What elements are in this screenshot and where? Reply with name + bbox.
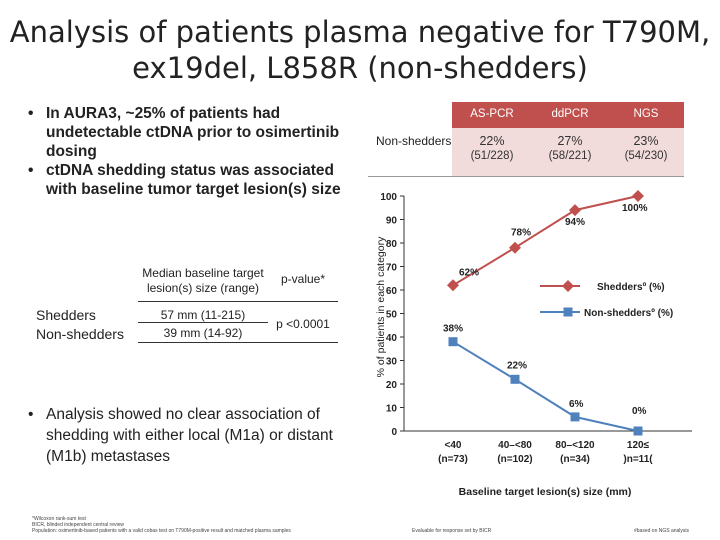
y-tick-label: 30	[386, 357, 398, 368]
non-shedders-point	[633, 426, 643, 436]
series-line-shedders	[452, 195, 639, 287]
y-tick-label: 80	[386, 239, 398, 250]
p-value-header: p-value*	[280, 272, 326, 286]
series-line-non-shedders	[452, 340, 639, 432]
y-tick-label: 10	[386, 404, 398, 415]
x-tick-label: 120≤	[627, 440, 650, 451]
assay-ngs-frac: (54/230)	[624, 150, 668, 162]
assay-row-label-cell: Non-shedders	[368, 128, 452, 176]
y-tick-label: 60	[386, 286, 398, 297]
y-tick-label: 40	[386, 333, 398, 344]
footnote-center: Evaluable for response set by BICR	[412, 528, 492, 534]
y-tick-label: 70	[386, 263, 398, 274]
bullet-aura3: In AURA3, ~25% of patients had undetecta…	[28, 104, 358, 161]
legend-label: Non-sheddersº (%)	[584, 308, 673, 319]
non-shedders-point	[570, 412, 580, 422]
non-shedders-size: 39 mm (14-92)	[163, 326, 243, 340]
data-label: 6%	[569, 399, 584, 410]
x-axis-label: Baseline target lesion(s) size (mm)	[459, 486, 632, 498]
non-shedders-point	[510, 374, 520, 384]
row-label-shedders: Shedders	[36, 307, 96, 323]
data-label: 78%	[511, 228, 531, 239]
footnote-1: *Wilcoxon rank-sum test	[32, 516, 86, 522]
non-shedders-point	[448, 337, 458, 347]
slide-title: Analysis of patients plasma negative for…	[0, 14, 720, 86]
title-line-1: Analysis of patients plasma negative for…	[9, 15, 711, 49]
y-tick-label: 50	[386, 310, 398, 321]
shedders-point	[569, 204, 581, 217]
x-tick-label: <40	[445, 440, 462, 451]
assay-ddpcr-pct: 27%	[557, 134, 583, 148]
shedders-point	[632, 190, 644, 202]
y-tick-label: 90	[386, 216, 398, 227]
assay-table-rule	[368, 176, 684, 177]
assay-as-pcr-frac: (51/228)	[470, 150, 514, 162]
chart-axes: 0 10 20 30 40 50 60 70 80 90 100 <40 (n=73) 40–<80 (n=…	[380, 192, 692, 465]
median-size-header: Median baseline target lesion(s) size (r…	[142, 266, 264, 295]
x-tick-label: )n=11(	[623, 454, 653, 465]
table-rule-mid	[138, 322, 268, 323]
chart-marks: 62% 78% 94% 100% 38% 22% 6% 0% Sheddersº (%) Non-…	[443, 190, 673, 436]
assay-col-ddpcr: ddPCR	[551, 108, 589, 120]
x-tick-label: (n=73)	[438, 454, 468, 465]
footnote-3: Population: osimertinib-based patients w…	[32, 528, 291, 534]
data-label: 0%	[632, 406, 647, 417]
assay-header-bar	[452, 102, 684, 128]
assay-col-as-pcr: AS-PCR	[470, 108, 514, 120]
data-label: 94%	[565, 217, 585, 228]
data-label: 100%	[622, 203, 648, 214]
shedders-point	[509, 241, 521, 254]
assay-value-bar	[452, 128, 684, 176]
p-value: p <0.0001	[276, 317, 330, 331]
x-tick-label: (n=34)	[560, 454, 590, 465]
assay-row-label: Non-shedders	[376, 134, 452, 148]
x-tick-label: 80–<120	[555, 440, 595, 451]
legend-label: Sheddersº (%)	[597, 282, 665, 293]
assay-ddpcr-frac: (58/221)	[548, 150, 592, 162]
data-label: 22%	[507, 360, 527, 371]
bottom-bullets: Analysis showed no clear association of …	[28, 404, 358, 467]
y-tick-label: 100	[380, 192, 397, 203]
y-tick-label: 0	[391, 427, 397, 438]
bullet-metastases: Analysis showed no clear association of …	[28, 404, 358, 467]
legend-marker-non-shedders	[563, 307, 573, 317]
y-axis-label: % of patients in each category	[375, 236, 387, 377]
x-tick-label: 40–<80	[498, 440, 532, 451]
top-bullets: In AURA3, ~25% of patients had undetecta…	[28, 104, 358, 199]
table-rule-top	[138, 301, 338, 302]
assay-as-pcr-pct: 22%	[479, 134, 505, 148]
bullet-shedding-status: ctDNA shedding status was associated wit…	[28, 161, 358, 199]
shedders-size: 57 mm (11-215)	[160, 308, 246, 322]
shedders-point	[447, 279, 459, 292]
y-tick-label: 20	[386, 380, 398, 391]
row-label-non-shedders: Non-shedders	[36, 326, 124, 342]
title-line-2: ex19del, L858R (non-shedders)	[132, 51, 588, 85]
assay-ngs-pct: 23%	[633, 134, 659, 148]
legend-marker-shedders	[562, 280, 574, 292]
data-label: 38%	[443, 324, 463, 335]
table-rule-bottom	[138, 342, 338, 343]
footnote-right: #based on NGS analysis	[634, 528, 690, 534]
assay-col-ngs: NGS	[633, 108, 659, 120]
x-tick-label: (n=102)	[497, 454, 532, 465]
data-label: 62%	[459, 267, 479, 278]
footnote-2: BICR, blinded independent central review	[32, 522, 124, 528]
